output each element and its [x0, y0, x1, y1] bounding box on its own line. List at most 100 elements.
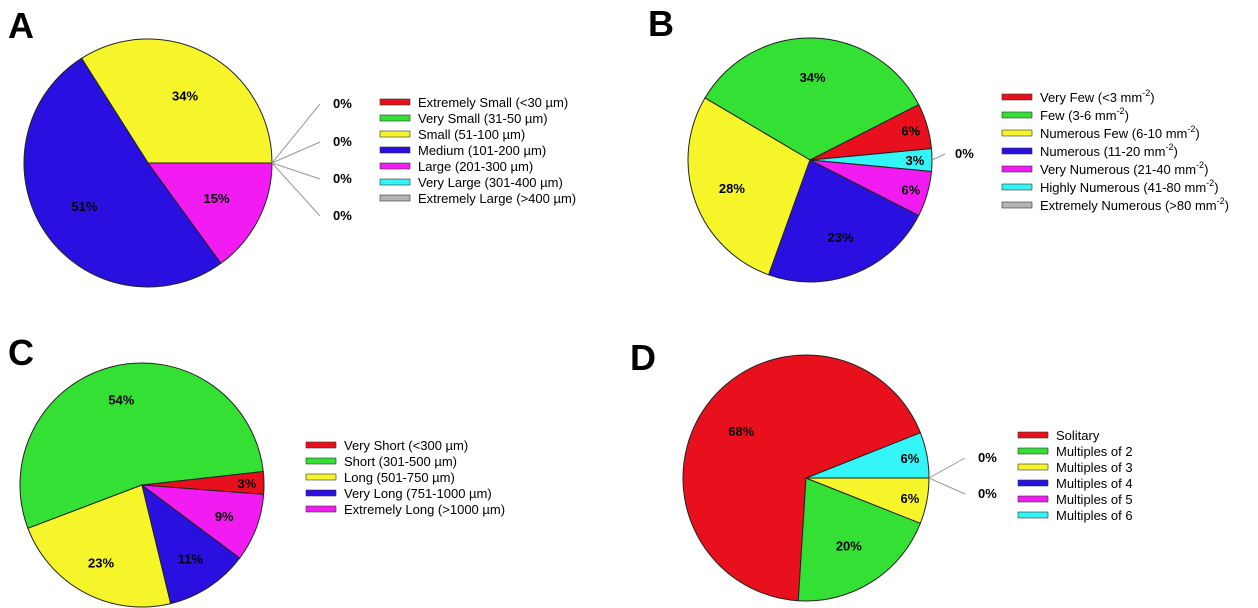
legend-swatch-c-2	[305, 473, 337, 481]
legend-swatch-a-0	[379, 98, 411, 106]
slice-label-c-3: 11%	[178, 551, 204, 566]
zero-label-a-0: 0%	[333, 96, 352, 111]
panel-letter-d: D	[630, 337, 656, 378]
pie-chart-c: 3% 54% 23% 11% 9% Very Short (<300 µm)Short (…	[19, 362, 505, 608]
panel-letter-c: C	[8, 332, 34, 373]
legend-label-d-4: Multiples of 5	[1056, 492, 1133, 507]
slice-label-b-1: 34%	[800, 70, 826, 85]
legend-label-b-1: Few (3-6 mm-2)	[1040, 106, 1129, 123]
pie-slice-a-3	[23, 57, 222, 288]
legend-swatch-b-3	[1001, 147, 1033, 155]
legend-label-c-3: Very Long (751-1000 µm)	[344, 486, 492, 501]
leader-line-a-6	[271, 162, 321, 217]
slice-label-c-0: 3%	[238, 476, 257, 491]
slice-label-d-2: 6%	[901, 491, 920, 506]
slice-label-b-4: 6%	[901, 182, 920, 197]
legend-swatch-d-0	[1017, 431, 1049, 439]
legend-label-b-3: Numerous (11-20 mm-2)	[1040, 142, 1178, 159]
pie-slice-c-1	[19, 362, 264, 529]
legend-label-c-4: Extremely Long (>1000 µm)	[344, 502, 505, 517]
pie-slice-d-1	[797, 477, 922, 602]
legend-label-d-0: Solitary	[1056, 428, 1100, 443]
legend-swatch-a-5	[379, 178, 411, 186]
slice-label-b-5: 3%	[906, 153, 925, 168]
legend-label-a-4: Large (201-300 µm)	[418, 159, 533, 174]
legend-label-d-1: Multiples of 2	[1056, 444, 1133, 459]
pie-slice-c-3	[141, 483, 241, 605]
slice-label-c-4: 9%	[215, 509, 234, 524]
legend-label-b-4: Very Numerous (21-40 mm-2)	[1040, 160, 1208, 177]
legend-swatch-c-4	[305, 505, 337, 513]
legend-label-b-5: Highly Numerous (41-80 mm-2)	[1040, 178, 1219, 195]
legend-swatch-d-3	[1017, 479, 1049, 487]
legend-label-a-5: Very Large (301-400 µm)	[418, 175, 563, 190]
zero-label-a-5: 0%	[333, 171, 352, 186]
panel-letter-a: A	[8, 5, 34, 46]
legend-swatch-b-2	[1001, 129, 1033, 137]
legend-label-a-0: Extremely Small (<30 µm)	[418, 95, 568, 110]
slice-label-a-4: 15%	[203, 191, 229, 206]
leader-line-a-0	[271, 103, 321, 164]
leader-line-a-5	[271, 162, 321, 180]
slice-label-b-0: 6%	[901, 124, 920, 139]
slice-label-a-3: 51%	[71, 199, 97, 214]
slice-label-d-5: 6%	[901, 451, 920, 466]
zero-label-a-6: 0%	[333, 208, 352, 223]
pie-slice-b-1	[704, 37, 920, 161]
panel-letter-b: B	[648, 3, 674, 44]
pie-slice-b-4	[809, 159, 933, 217]
slice-label-c-2: 23%	[88, 556, 114, 571]
leader-line-d-4	[928, 477, 966, 495]
legend-swatch-a-1	[379, 114, 411, 122]
legend-swatch-b-5	[1001, 183, 1033, 191]
zero-label-a-1: 0%	[333, 134, 352, 149]
slice-label-d-0: 68%	[728, 424, 754, 439]
legend-swatch-b-6	[1001, 201, 1033, 209]
slice-label-b-3: 23%	[828, 230, 854, 245]
legend-swatch-b-1	[1001, 111, 1033, 119]
legend-swatch-d-1	[1017, 447, 1049, 455]
pie-slice-a-4	[147, 162, 273, 265]
legend-label-b-0: Very Few (<3 mm-2)	[1040, 88, 1155, 105]
legend-label-b-2: Numerous Few (6-10 mm-2)	[1040, 124, 1200, 141]
legend-swatch-c-1	[305, 457, 337, 465]
legend-swatch-a-2	[379, 130, 411, 138]
legend-swatch-d-2	[1017, 463, 1049, 471]
legend-label-a-1: Very Small (31-50 µm)	[418, 111, 548, 126]
slice-label-b-2: 28%	[719, 181, 745, 196]
legend-label-c-1: Short (301-500 µm)	[344, 454, 457, 469]
legend-swatch-a-3	[379, 146, 411, 154]
pie-slice-c-4	[140, 484, 265, 559]
zero-label-d-4: 0%	[978, 486, 997, 501]
pie-chart-b: 3% 6% 34% 28% 23% 6% 0% Very Few (<3 mm-2)Few (…	[687, 37, 1229, 283]
legend-label-b-6: Extremely Numerous (>80 mm-2)	[1040, 196, 1229, 213]
slice-label-a-2: 34%	[172, 89, 198, 104]
legend-swatch-d-5	[1017, 511, 1049, 519]
legend-label-c-0: Very Short (<300 µm)	[344, 438, 468, 453]
slice-label-c-1: 54%	[108, 393, 134, 408]
leader-line-b-6	[931, 153, 946, 161]
slice-label-d-1: 20%	[836, 539, 862, 554]
legend-label-d-3: Multiples of 4	[1056, 476, 1133, 491]
legend-label-a-3: Medium (101-200 µm)	[418, 143, 546, 158]
pie-slice-c-2	[27, 484, 172, 608]
legend-swatch-c-0	[305, 441, 337, 449]
legend-label-a-2: Small (51-100 µm)	[418, 127, 525, 142]
legend-swatch-c-3	[305, 489, 337, 497]
legend-label-d-5: Multiples of 6	[1056, 508, 1133, 523]
legend-swatch-d-4	[1017, 495, 1049, 503]
leader-line-a-1	[271, 141, 321, 164]
legend-swatch-b-0	[1001, 93, 1033, 101]
zero-label-b-6: 0%	[955, 146, 974, 161]
legend-swatch-b-4	[1001, 165, 1033, 173]
legend-swatch-a-4	[379, 162, 411, 170]
legend-label-c-2: Long (501-750 µm)	[344, 470, 455, 485]
pie-slice-b-2	[687, 97, 811, 276]
legend-swatch-a-6	[379, 194, 411, 202]
leader-line-d-3	[928, 457, 966, 479]
legend-label-d-2: Multiples of 3	[1056, 460, 1133, 475]
legend-label-a-6: Extremely Large (>400 µm)	[418, 191, 576, 206]
zero-label-d-3: 0%	[978, 450, 997, 465]
